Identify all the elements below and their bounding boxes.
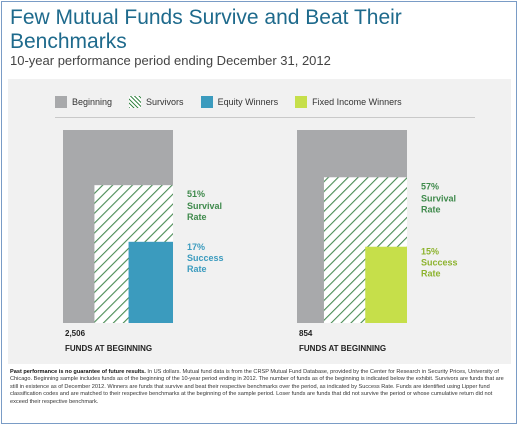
legend-item-equity-winners: Equity Winners bbox=[200, 96, 279, 108]
winners-area-2 bbox=[365, 246, 407, 323]
survival-text-1: Survival Rate bbox=[187, 201, 222, 222]
beginning-count-2: 854 bbox=[299, 329, 313, 338]
legend-swatch-equity-winners bbox=[200, 96, 213, 108]
success-pct-label-1: 17% bbox=[187, 242, 205, 252]
footnote-text: In US dollars. Mutual fund data is from … bbox=[10, 369, 504, 405]
footnote-disclaimer: Past performance is no guarantee of futu… bbox=[10, 369, 146, 375]
legend-label-beginning: Beginning bbox=[72, 97, 113, 107]
footnote: Past performance is no guarantee of futu… bbox=[10, 369, 508, 406]
legend-label-equity-winners: Equity Winners bbox=[217, 97, 279, 107]
legend-swatch-fixed-income-winners bbox=[295, 96, 308, 108]
legend-divider bbox=[55, 117, 475, 118]
beginning-count-1: 2,506 bbox=[65, 329, 86, 338]
legend-swatch-survivors bbox=[129, 96, 142, 108]
chart-subtitle: 10-year performance period ending Decemb… bbox=[10, 53, 331, 68]
survival-pct-label-2: 57% bbox=[421, 181, 439, 191]
legend-item-fixed-income-winners: Fixed Income Winners bbox=[295, 96, 402, 108]
legend-item-beginning: Beginning bbox=[55, 96, 112, 108]
legend-swatch-beginning bbox=[55, 96, 67, 108]
winners-area-1 bbox=[128, 241, 173, 323]
legend-label-survivors: Survivors bbox=[146, 97, 184, 107]
beginning-caption-2: FUNDS AT BEGINNING bbox=[299, 344, 386, 353]
survival-pct-label-1: 51% bbox=[187, 189, 205, 199]
success-pct-label-2: 15% bbox=[421, 247, 439, 257]
chart-title: Few Mutual Funds Survive and Beat Their … bbox=[10, 6, 402, 53]
beginning-caption-1: FUNDS AT BEGINNING bbox=[65, 344, 152, 353]
survival-text-2: Survival Rate bbox=[421, 193, 456, 214]
legend-item-survivors: Survivors bbox=[129, 96, 184, 108]
legend-label-fixed-income-winners: Fixed Income Winners bbox=[312, 97, 402, 107]
success-text-2: Success Rate bbox=[421, 258, 458, 279]
legend: Beginning Survivors Equity Winners Fixed… bbox=[55, 95, 419, 109]
success-text-1: Success Rate bbox=[187, 253, 224, 274]
